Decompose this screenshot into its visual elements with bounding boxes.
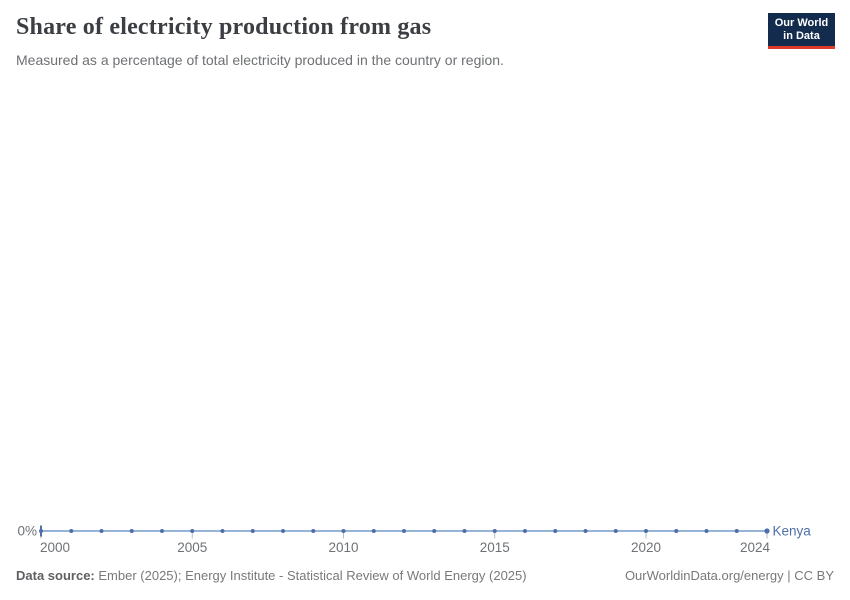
data-point[interactable] (69, 529, 74, 533)
data-point[interactable] (190, 529, 195, 533)
credit-link[interactable]: OurWorldinData.org/energy | CC BY (624, 568, 834, 583)
data-point[interactable] (553, 529, 558, 533)
data-point[interactable] (674, 529, 679, 533)
data-point[interactable] (734, 529, 739, 533)
data-point[interactable] (99, 529, 104, 533)
data-point[interactable] (311, 529, 316, 533)
owid-logo[interactable]: Our World in Data (768, 13, 835, 49)
x-tick-label: 2000 (40, 540, 70, 555)
owid-logo-line1: Our World (774, 17, 829, 29)
data-point[interactable] (613, 529, 618, 533)
data-source-label: Data source: (16, 568, 99, 583)
data-point[interactable] (644, 529, 648, 533)
data-point[interactable] (281, 529, 285, 533)
series-label[interactable]: Kenya (773, 524, 812, 539)
data-point[interactable] (583, 529, 588, 533)
series-end-point[interactable] (764, 528, 770, 534)
data-point[interactable] (129, 529, 134, 533)
data-point[interactable] (704, 529, 709, 533)
data-point[interactable] (432, 529, 437, 533)
x-tick-label: 2024 (740, 540, 771, 555)
x-tick-label: 2020 (631, 540, 661, 555)
data-point[interactable] (402, 529, 406, 533)
chart-subtitle: Measured as a percentage of total electr… (16, 52, 504, 68)
data-point[interactable] (220, 529, 225, 533)
data-source-line[interactable]: Data source: Ember (2025); Energy Instit… (16, 568, 527, 583)
x-tick-label: 2010 (328, 540, 358, 555)
data-point[interactable] (250, 529, 255, 533)
x-tick-label: 2005 (177, 540, 207, 555)
data-point[interactable] (341, 529, 346, 533)
x-tick-label: 2015 (480, 540, 510, 555)
chart-title: Share of electricity production from gas (16, 14, 432, 40)
data-point[interactable] (523, 529, 527, 533)
data-point[interactable] (492, 529, 497, 533)
y-tick-label: 0% (17, 524, 37, 539)
chart-footer: Data source: Ember (2025); Energy Instit… (16, 568, 834, 583)
data-point[interactable] (371, 529, 376, 533)
data-point[interactable] (39, 529, 43, 533)
owid-logo-line2: in Data (783, 30, 820, 42)
data-point[interactable] (160, 529, 164, 533)
data-source-text: Ember (2025); Energy Institute - Statist… (98, 568, 527, 583)
data-point[interactable] (462, 529, 467, 533)
